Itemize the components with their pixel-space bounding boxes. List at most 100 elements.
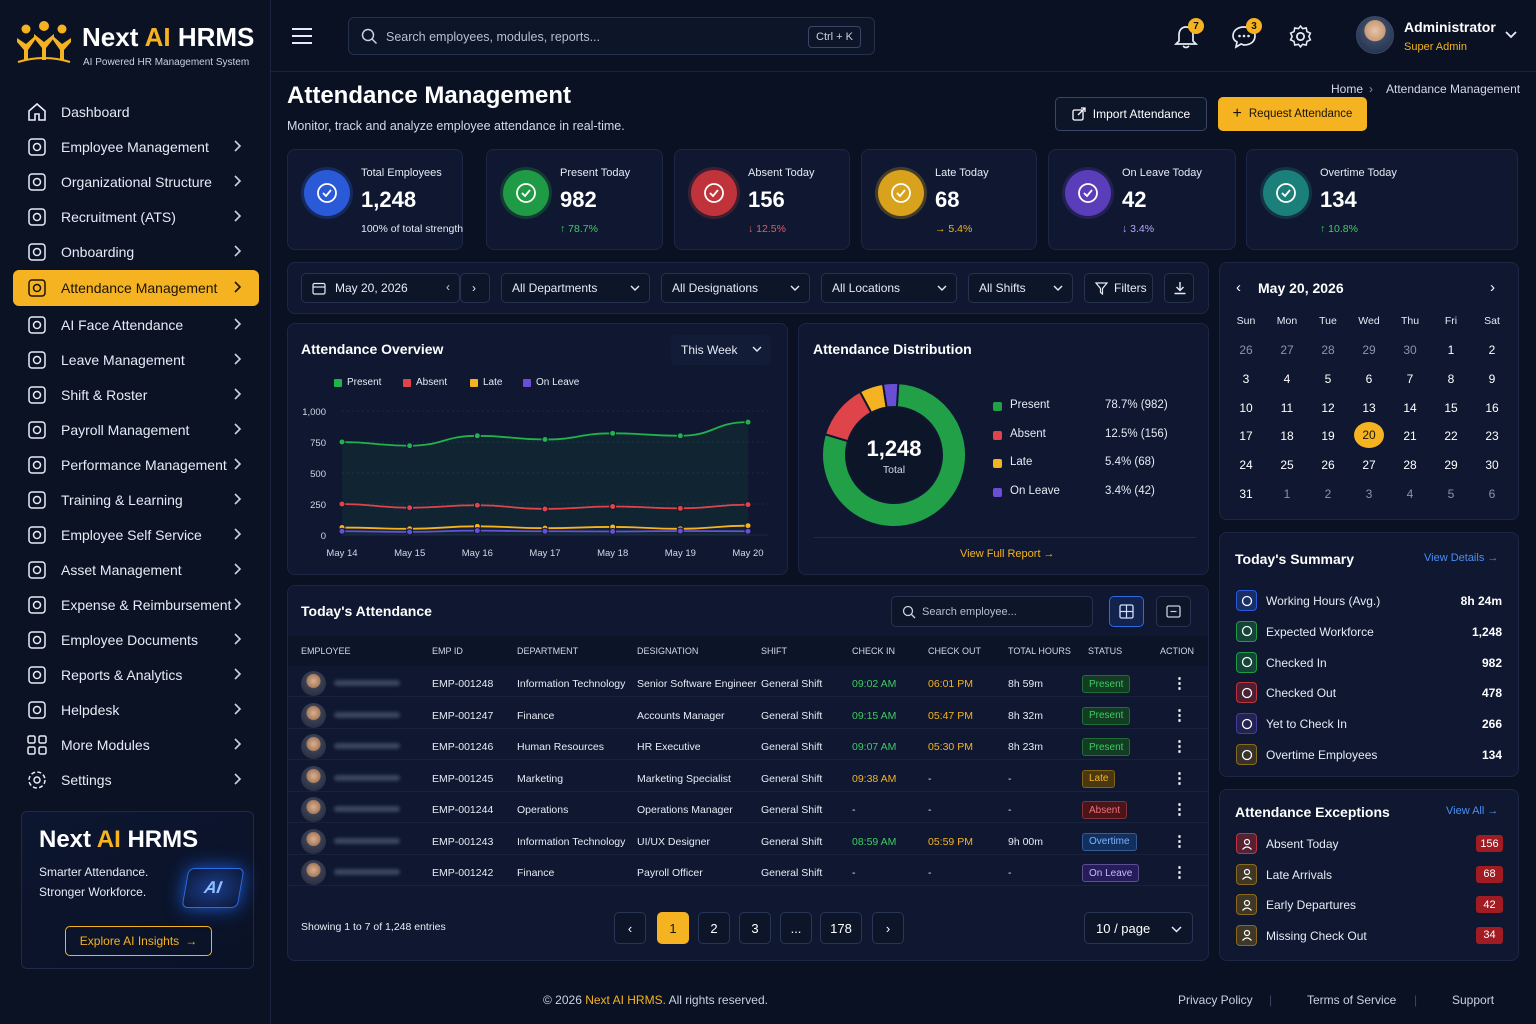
date-picker[interactable]: May 20, 2026 ‹ — [301, 273, 460, 303]
sidebar-item-helpdesk[interactable]: Helpdesk — [13, 692, 259, 727]
row-action-menu-icon[interactable]: ⋮ — [1172, 832, 1187, 850]
sidebar-item-employee-management[interactable]: Employee Management — [13, 129, 259, 164]
column-header[interactable]: Shift — [761, 646, 787, 656]
calendar-day[interactable]: 23 — [1485, 429, 1499, 444]
calendar-day[interactable]: 20 — [1354, 422, 1384, 449]
page-size-select[interactable]: 10 / page — [1084, 912, 1193, 944]
table-row[interactable] — [288, 761, 1208, 792]
sidebar-item-organizational-structure[interactable]: Organizational Structure — [13, 164, 259, 199]
chat-icon[interactable] — [1231, 25, 1257, 49]
calendar-day[interactable]: 27 — [1362, 458, 1376, 473]
hamburger-menu-icon[interactable] — [291, 27, 313, 45]
range-select[interactable]: This Week — [671, 335, 771, 365]
pagination-page[interactable]: 2 — [698, 912, 730, 944]
calendar-day[interactable]: 13 — [1362, 400, 1376, 415]
calendar-day[interactable]: 1 — [1283, 487, 1291, 501]
next-date-button[interactable]: › — [460, 273, 490, 303]
user-avatar[interactable] — [1356, 16, 1394, 54]
explore-ai-insights-button[interactable]: Explore AI Insights → — [65, 926, 212, 956]
filters-button[interactable]: Filters — [1084, 273, 1153, 303]
calendar-next-button[interactable]: › — [1490, 279, 1495, 296]
row-action-menu-icon[interactable]: ⋮ — [1172, 769, 1187, 787]
export-view-button[interactable] — [1156, 596, 1191, 627]
calendar-day[interactable]: 8 — [1447, 371, 1455, 386]
designation-select[interactable]: All Designations — [661, 273, 810, 303]
chevron-left-icon[interactable]: ‹ — [446, 280, 450, 294]
employee-search-input[interactable]: Search employee... — [891, 596, 1093, 627]
row-action-menu-icon[interactable]: ⋮ — [1172, 706, 1187, 724]
kpi-card-absent-today[interactable]: Absent Today 156 ↓ 12.5% — [674, 149, 850, 250]
privacy-policy-link[interactable]: Privacy Policy — [1178, 993, 1253, 1007]
exception-label[interactable]: Missing Check Out — [1266, 928, 1367, 943]
sidebar-item-asset-management[interactable]: Asset Management — [13, 552, 259, 587]
view-all-link[interactable]: View All → — [1446, 805, 1499, 817]
sidebar-item-attendance-management[interactable]: Attendance Management — [13, 270, 259, 306]
exception-label[interactable]: Absent Today — [1266, 837, 1339, 851]
column-header[interactable]: Check Out — [928, 646, 982, 656]
pagination-prev-button[interactable]: ‹ — [614, 912, 646, 944]
table-row[interactable] — [288, 855, 1208, 886]
kpi-card-overtime-today[interactable]: Overtime Today 134 ↑ 10.8% — [1246, 149, 1518, 250]
calendar-day[interactable]: 3 — [1365, 487, 1373, 501]
calendar-day[interactable]: 21 — [1403, 429, 1417, 444]
row-action-menu-icon[interactable]: ⋮ — [1172, 675, 1187, 692]
chevron-down-icon[interactable] — [1504, 30, 1518, 40]
support-link[interactable]: Support — [1452, 993, 1495, 1007]
calendar-day[interactable]: 3 — [1242, 371, 1250, 386]
sidebar-item-ai-face-attendance[interactable]: AI Face Attendance — [13, 307, 259, 342]
sidebar-item-recruitment-ats[interactable]: Recruitment (ATS) — [13, 199, 259, 234]
sidebar-item-training-learning[interactable]: Training & Learning — [13, 482, 259, 517]
calendar-day[interactable]: 11 — [1280, 400, 1294, 415]
pagination-page[interactable]: ... — [780, 912, 812, 944]
department-select[interactable]: All Departments — [501, 273, 650, 303]
calendar-day[interactable]: 7 — [1406, 371, 1414, 386]
sidebar-item-settings[interactable]: Settings — [13, 762, 259, 797]
calendar-day[interactable]: 26 — [1321, 458, 1335, 473]
calendar-day[interactable]: 28 — [1403, 458, 1417, 473]
view-details-link[interactable]: View Details → — [1424, 552, 1499, 564]
sidebar-item-performance-management[interactable]: Performance Management — [13, 447, 259, 482]
sidebar-item-dashboard[interactable]: Dashboard — [13, 94, 259, 129]
sidebar-item-employee-documents[interactable]: Employee Documents — [13, 622, 259, 657]
calendar-day[interactable]: 28 — [1321, 343, 1335, 357]
global-search-input[interactable]: Search employees, modules, reports... Ct… — [348, 17, 875, 55]
calendar-day[interactable]: 2 — [1324, 487, 1332, 501]
calendar-day[interactable]: 14 — [1403, 400, 1417, 415]
sidebar-item-expense-reimbursement[interactable]: Expense & Reimbursement — [13, 587, 259, 622]
import-attendance-button[interactable]: Import Attendance — [1055, 97, 1207, 131]
calendar-prev-button[interactable]: ‹ — [1236, 279, 1241, 296]
calendar-day[interactable]: 5 — [1447, 487, 1455, 501]
table-row[interactable] — [288, 666, 1208, 697]
calendar-day[interactable]: 1 — [1447, 343, 1455, 357]
calendar-day[interactable]: 15 — [1444, 400, 1458, 415]
sidebar-item-employee-self-service[interactable]: Employee Self Service — [13, 517, 259, 552]
calendar-day[interactable]: 10 — [1239, 400, 1253, 415]
column-header[interactable]: Emp ID — [432, 646, 463, 656]
calendar-day[interactable]: 6 — [1488, 487, 1496, 501]
calendar-day[interactable]: 4 — [1406, 487, 1414, 501]
row-action-menu-icon[interactable]: ⋮ — [1172, 801, 1187, 818]
calendar-day[interactable]: 30 — [1485, 458, 1499, 473]
pagination-page[interactable]: 1 — [657, 912, 689, 944]
sidebar-item-more-modules[interactable]: More Modules — [13, 727, 259, 762]
row-action-menu-icon[interactable]: ⋮ — [1172, 738, 1187, 755]
calendar-day[interactable]: 29 — [1444, 458, 1458, 473]
calendar-day[interactable]: 30 — [1403, 343, 1417, 357]
download-button[interactable] — [1164, 273, 1194, 303]
column-header[interactable]: Designation — [637, 646, 699, 656]
sidebar-item-onboarding[interactable]: Onboarding — [13, 234, 259, 269]
calendar-day[interactable]: 26 — [1239, 343, 1253, 357]
settings-gear-icon[interactable] — [1288, 24, 1313, 49]
exception-label[interactable]: Early Departures — [1266, 898, 1357, 912]
calendar-day[interactable]: 9 — [1488, 371, 1496, 386]
calendar-day[interactable]: 5 — [1324, 371, 1332, 386]
kpi-card-late-today[interactable]: Late Today 68 → 5.4% — [861, 149, 1037, 250]
table-row[interactable] — [288, 824, 1208, 855]
calendar-day[interactable]: 19 — [1321, 429, 1335, 444]
kpi-card-present-today[interactable]: Present Today 982 ↑ 78.7% — [486, 149, 663, 250]
view-full-report-link[interactable]: View Full Report → — [960, 548, 1055, 560]
column-header[interactable]: Department — [517, 646, 579, 656]
location-select[interactable]: All Locations — [821, 273, 957, 303]
grid-view-button[interactable] — [1109, 596, 1144, 627]
calendar-day[interactable]: 31 — [1239, 487, 1253, 501]
